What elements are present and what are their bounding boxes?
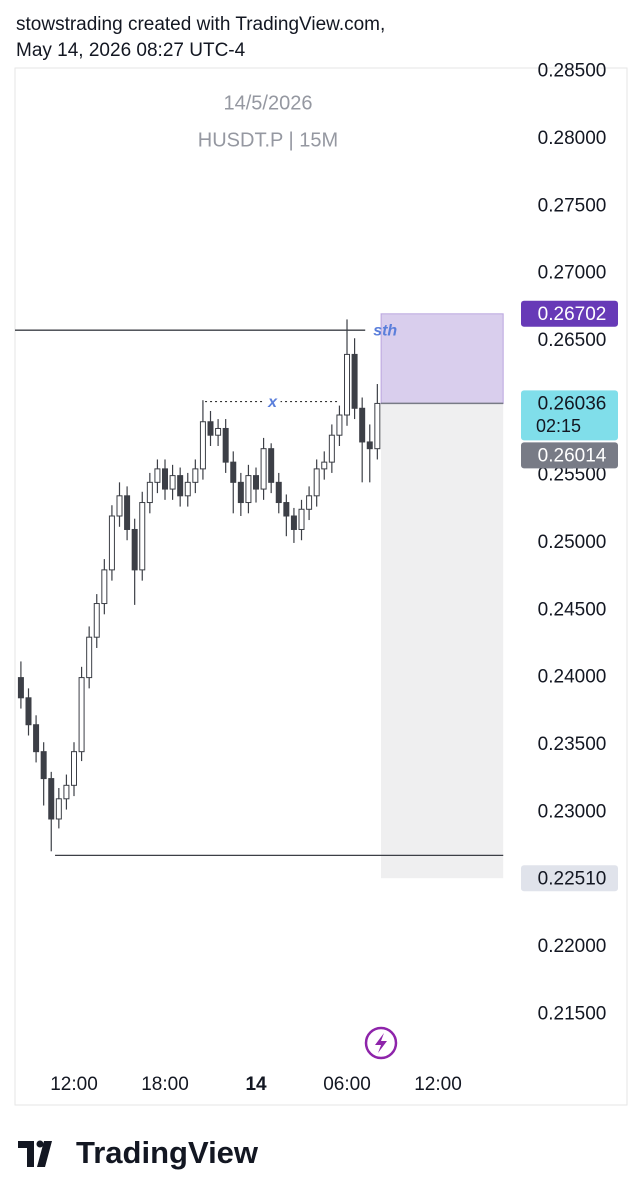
price-label-box — [521, 865, 618, 892]
candle-body — [78, 677, 85, 753]
candle-body — [298, 508, 305, 530]
candle-body — [40, 751, 47, 780]
candle-body — [230, 461, 237, 483]
candle-body — [48, 778, 55, 820]
candle-body — [260, 448, 267, 490]
candle-body — [17, 677, 24, 699]
logo-mark — [18, 1141, 52, 1167]
candle-body — [55, 798, 62, 820]
price-label: 0.26014 — [538, 445, 607, 466]
candle-body — [93, 603, 100, 638]
candle-body — [313, 468, 320, 497]
price-label: 0.22510 — [538, 868, 607, 889]
candle-body — [101, 569, 108, 605]
y-tick-label: 0.27500 — [538, 195, 607, 216]
y-tick-label: 0.24000 — [538, 667, 607, 688]
candle-body — [359, 407, 366, 443]
label-bg — [264, 392, 281, 411]
candle-body — [63, 784, 70, 800]
replay-icon[interactable] — [364, 1026, 398, 1060]
candle-body — [25, 697, 32, 726]
x-tick-label: 18:00 — [141, 1074, 189, 1095]
logo: TradingView — [18, 1135, 259, 1170]
price-label-box — [521, 300, 618, 327]
x-tick-label: 14 — [245, 1074, 267, 1095]
candle-body — [283, 502, 290, 517]
candle-body — [351, 353, 358, 409]
y-tick-label: 0.23500 — [538, 734, 607, 755]
x-tick-label: 12:00 — [50, 1074, 98, 1095]
y-tick-label: 0.23000 — [538, 801, 607, 822]
candle-body — [237, 481, 244, 504]
candle-body — [154, 468, 161, 483]
candle-body — [124, 495, 131, 530]
candle-body — [139, 502, 146, 571]
candle-body — [245, 475, 252, 504]
candle-body — [290, 515, 297, 530]
candle-body — [131, 528, 138, 571]
candle-body — [215, 427, 222, 436]
y-tick-label: 0.27000 — [538, 263, 607, 284]
header-line: May 14, 2026 08:27 UTC-4 — [16, 40, 246, 61]
candle-body — [275, 481, 282, 504]
candle-body — [328, 434, 335, 463]
y-tick-label: 0.25500 — [538, 465, 607, 486]
icon-circle[interactable] — [364, 1026, 398, 1060]
candle-body — [184, 481, 191, 497]
logo-text: TradingView — [76, 1135, 259, 1170]
stop-zone — [380, 313, 504, 404]
level-label: x — [267, 394, 278, 411]
candle-body — [366, 441, 373, 450]
target-zone — [380, 403, 504, 879]
candle-body — [169, 475, 176, 490]
x-tick-label: 12:00 — [414, 1074, 462, 1095]
candle-body — [336, 414, 343, 436]
candle-body — [253, 475, 260, 490]
candle-body — [207, 421, 214, 436]
price-label-box — [521, 390, 618, 441]
logo-dot — [36, 1140, 44, 1148]
candle-body — [71, 751, 78, 786]
price-label: 0.26036 — [538, 393, 607, 414]
chart-frame — [14, 67, 628, 1106]
y-tick-label: 0.26500 — [538, 330, 607, 351]
candle-body — [344, 353, 351, 416]
header-line: stowstrading created with TradingView.co… — [16, 14, 386, 35]
candle-body — [108, 515, 115, 571]
y-tick-label: 0.28500 — [538, 61, 607, 82]
candle-body — [192, 468, 199, 483]
price-label: 0.26702 — [538, 304, 607, 325]
candle-body — [146, 481, 153, 504]
x-tick-label: 06:00 — [323, 1074, 371, 1095]
candle-body — [86, 636, 93, 679]
y-tick-label: 0.22000 — [538, 936, 607, 957]
chart-title: 14/5/2026 — [224, 92, 313, 114]
candle-body — [162, 468, 169, 490]
candle-body — [116, 495, 123, 517]
level-label: sth — [373, 322, 397, 339]
y-tick-label: 0.25000 — [538, 532, 607, 553]
candle-body — [33, 724, 40, 753]
icon-bolt[interactable] — [375, 1033, 387, 1053]
candle-body — [222, 427, 229, 463]
candle-body — [177, 475, 184, 497]
y-tick-label: 0.21500 — [538, 1003, 607, 1024]
candle-body — [199, 421, 206, 470]
candle-body — [306, 495, 313, 510]
candle-body — [321, 461, 328, 470]
y-tick-label: 0.28000 — [538, 128, 607, 149]
chart-subtitle: HUSDT.P | 15M — [198, 129, 338, 151]
candle-body — [268, 448, 275, 483]
candle-body — [374, 402, 381, 450]
y-tick-label: 0.24500 — [538, 599, 607, 620]
price-label-box — [521, 442, 618, 469]
countdown: 02:15 — [536, 416, 581, 436]
